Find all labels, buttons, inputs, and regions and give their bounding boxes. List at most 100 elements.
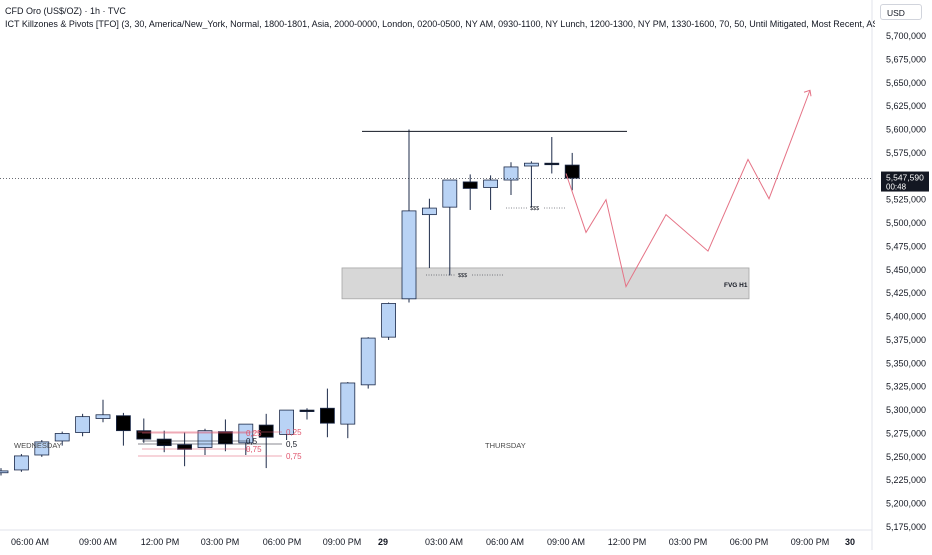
price-tick-label: 5,500,000 bbox=[886, 218, 926, 228]
bearish-candle[interactable] bbox=[217, 419, 233, 452]
bearish-candle[interactable] bbox=[177, 432, 193, 467]
bullish-candle[interactable] bbox=[442, 179, 458, 276]
time-tick-label: 29 bbox=[378, 537, 388, 547]
liquidity-label-lower: $$$ bbox=[458, 273, 467, 279]
bullish-candle[interactable] bbox=[360, 337, 376, 389]
bullish-candle[interactable] bbox=[34, 440, 50, 457]
bullish-candle[interactable] bbox=[0, 468, 9, 476]
candle-body bbox=[381, 303, 397, 338]
price-tick-label: 5,300,000 bbox=[886, 405, 926, 415]
bearish-candle[interactable] bbox=[319, 388, 335, 438]
candle-body bbox=[462, 181, 478, 189]
current-price-tag bbox=[881, 171, 929, 192]
day-label-wednesday: WEDNESDAY bbox=[14, 441, 62, 450]
price-tick-label: 5,175,000 bbox=[886, 522, 926, 532]
candle-body bbox=[442, 179, 458, 208]
bearish-candle[interactable] bbox=[564, 152, 580, 191]
fib-level-label: 0,5 bbox=[286, 440, 298, 449]
fib-level-label: 0,25 bbox=[286, 428, 302, 437]
bullish-candle[interactable] bbox=[238, 423, 254, 455]
candle-body bbox=[13, 455, 29, 471]
fvg-label: FVG H1 bbox=[724, 282, 748, 289]
price-tick-label: 5,325,000 bbox=[886, 382, 926, 392]
bearish-candle[interactable] bbox=[136, 418, 152, 443]
bullish-candle[interactable] bbox=[524, 161, 539, 208]
projection-path[interactable] bbox=[565, 90, 811, 289]
bullish-candle[interactable] bbox=[95, 399, 111, 423]
price-tick-label: 5,200,000 bbox=[886, 499, 926, 509]
candle-body bbox=[544, 162, 560, 166]
time-tick-label: 09:00 PM bbox=[323, 537, 362, 547]
bearish-candle[interactable] bbox=[544, 137, 560, 174]
time-tick-label: 03:00 AM bbox=[425, 537, 463, 547]
price-tick-label: 5,625,000 bbox=[886, 101, 926, 111]
candle-body bbox=[360, 337, 376, 386]
bullish-candle[interactable] bbox=[279, 409, 295, 441]
candle-body bbox=[483, 179, 499, 188]
bullish-candle[interactable] bbox=[421, 198, 437, 268]
time-tick-label: 12:00 PM bbox=[608, 537, 647, 547]
candle-body bbox=[299, 409, 315, 412]
bullish-candle[interactable] bbox=[54, 431, 70, 446]
bullish-candle[interactable] bbox=[75, 413, 90, 437]
bearish-candle[interactable] bbox=[258, 413, 274, 469]
price-tick-label: 5,600,000 bbox=[886, 125, 926, 135]
price-tick-label: 5,425,000 bbox=[886, 288, 926, 298]
candle-body bbox=[177, 444, 193, 450]
price-tick-label: 5,575,000 bbox=[886, 148, 926, 158]
time-tick-label: 30 bbox=[845, 537, 855, 547]
price-tick-label: 5,225,000 bbox=[886, 475, 926, 485]
time-tick-label: 12:00 PM bbox=[141, 537, 180, 547]
bullish-candle[interactable] bbox=[483, 175, 499, 210]
price-tick-label: 5,350,000 bbox=[886, 358, 926, 368]
symbol-title[interactable]: CFD Oro (US$/OZ) · 1h · TVC bbox=[5, 6, 126, 16]
candle-body bbox=[524, 162, 539, 167]
time-tick-label: 03:00 PM bbox=[201, 537, 240, 547]
candle-body bbox=[54, 433, 70, 442]
bullish-candle[interactable] bbox=[401, 129, 417, 303]
candle-body bbox=[421, 207, 437, 216]
bullish-candle[interactable] bbox=[13, 454, 29, 472]
time-tick-label: 03:00 PM bbox=[669, 537, 708, 547]
price-tick-label: 5,700,000 bbox=[886, 31, 926, 41]
bearish-candle[interactable] bbox=[116, 412, 131, 446]
price-tick-label: 5,450,000 bbox=[886, 265, 926, 275]
candle-body bbox=[0, 470, 9, 474]
candle-body bbox=[503, 166, 519, 181]
currency-button[interactable]: USD bbox=[880, 4, 922, 20]
bullish-candle[interactable] bbox=[503, 162, 519, 195]
price-tick-label: 5,400,000 bbox=[886, 312, 926, 322]
candle-body bbox=[75, 416, 90, 433]
bearish-candle[interactable] bbox=[156, 430, 172, 453]
fib-level-label: 0,5 bbox=[246, 437, 258, 446]
price-tick-label: 5,375,000 bbox=[886, 335, 926, 345]
price-tick-label: 5,275,000 bbox=[886, 428, 926, 438]
bearish-candle[interactable] bbox=[299, 408, 315, 420]
fib-level-label: 0,75 bbox=[246, 445, 262, 454]
price-tick-label: 5,675,000 bbox=[886, 54, 926, 64]
candle-body bbox=[401, 210, 417, 300]
indicator-legend[interactable]: ICT Killzones & Pivots [TFO] (3, 30, Ame… bbox=[5, 19, 875, 29]
candle-body bbox=[116, 415, 131, 432]
bearish-candle[interactable] bbox=[462, 174, 478, 210]
projection-arrow-head bbox=[803, 89, 812, 97]
bullish-candle[interactable] bbox=[381, 302, 397, 340]
time-tick-label: 09:00 PM bbox=[791, 537, 830, 547]
candle-body bbox=[95, 414, 111, 419]
candle-body bbox=[156, 438, 172, 447]
time-tick-label: 06:00 AM bbox=[486, 537, 524, 547]
candle-body bbox=[34, 441, 50, 456]
candle-body bbox=[238, 423, 254, 444]
candle-body bbox=[197, 430, 213, 448]
fib-level-label: 0,75 bbox=[286, 452, 302, 461]
time-tick-label: 06:00 AM bbox=[11, 537, 49, 547]
fib-level-label: 0,25 bbox=[246, 429, 262, 438]
time-tick-label: 06:00 PM bbox=[263, 537, 302, 547]
time-tick-label: 06:00 PM bbox=[730, 537, 769, 547]
candle-body bbox=[258, 424, 274, 438]
bullish-candle[interactable] bbox=[340, 382, 356, 439]
candle-body bbox=[217, 431, 233, 445]
day-label-thursday: THURSDAY bbox=[485, 441, 526, 450]
